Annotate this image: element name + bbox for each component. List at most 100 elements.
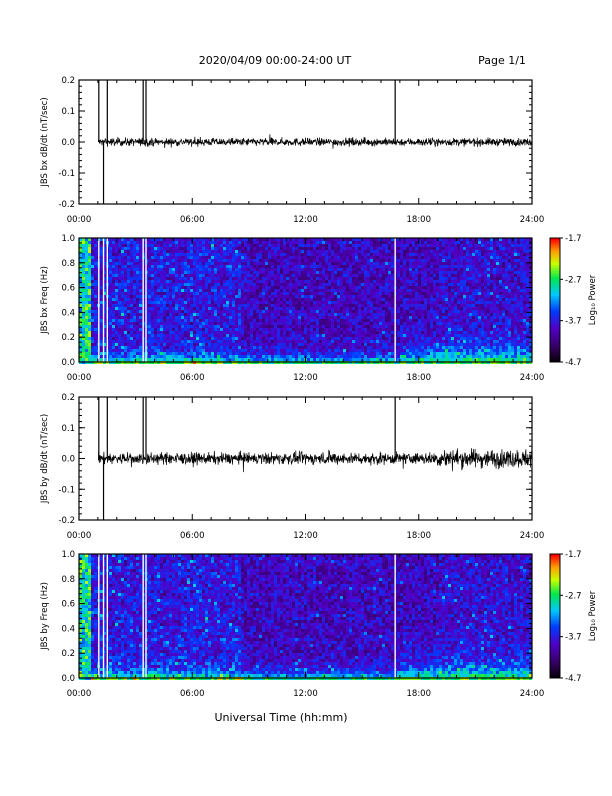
- spectrogram-cell: [136, 352, 139, 355]
- spectrogram-cell: [232, 244, 235, 247]
- spectrogram-cell: [100, 343, 103, 346]
- spectrogram-cell: [415, 337, 418, 340]
- spectrogram-cell: [85, 352, 88, 355]
- spectrogram-cell: [172, 268, 175, 271]
- spectrogram-cell: [322, 325, 325, 328]
- spectrogram-cell: [283, 286, 286, 289]
- spectrogram-cell: [343, 295, 346, 298]
- spectrogram-cell: [376, 325, 379, 328]
- spectrogram-cell: [133, 253, 136, 256]
- spectrogram-cell: [280, 259, 283, 262]
- spectrogram-cell: [223, 340, 226, 343]
- spectrogram-cell: [244, 253, 247, 256]
- spectrogram-cell: [352, 292, 355, 295]
- spectrogram-cell: [328, 328, 331, 331]
- spectrogram-cell: [361, 346, 364, 349]
- spectrogram-cell: [316, 346, 319, 349]
- spectrogram-cell: [331, 307, 334, 310]
- spectrogram-cell: [316, 301, 319, 304]
- spectrogram-cell: [292, 313, 295, 316]
- spectrogram-cell: [319, 262, 322, 265]
- spectrogram-cell: [280, 337, 283, 340]
- spectrogram-cell: [217, 271, 220, 274]
- spectrogram-cell: [157, 256, 160, 259]
- spectrogram-cell: [172, 274, 175, 277]
- spectrogram-cell: [178, 346, 181, 349]
- spectrogram-cell: [163, 262, 166, 265]
- spectrogram-cell: [355, 247, 358, 250]
- spectrogram-cell: [124, 265, 127, 268]
- spectrogram-cell: [115, 322, 118, 325]
- spectrogram-cell: [109, 307, 112, 310]
- spectrogram-cell: [196, 256, 199, 259]
- spectrogram-cell: [136, 289, 139, 292]
- spectrogram-cell: [127, 265, 130, 268]
- spectrogram-cell: [232, 259, 235, 262]
- spectrogram-cell: [214, 274, 217, 277]
- spectrogram-cell: [160, 244, 163, 247]
- spectrogram-cell: [112, 349, 115, 352]
- spectrogram-cell: [307, 316, 310, 319]
- spectrogram-cell: [313, 358, 316, 361]
- spectrogram-cell: [349, 289, 352, 292]
- spectrogram-cell: [175, 307, 178, 310]
- spectrogram-cell: [370, 307, 373, 310]
- spectrogram-cell: [421, 310, 424, 313]
- spectrogram-cell: [322, 265, 325, 268]
- spectrogram-cell: [214, 283, 217, 286]
- spectrogram-cell: [301, 331, 304, 334]
- spectrogram-cell: [151, 358, 154, 361]
- spectrogram-cell: [268, 310, 271, 313]
- spectrogram-cell: [340, 322, 343, 325]
- spectrogram-cell: [190, 322, 193, 325]
- spectrogram-cell: [253, 268, 256, 271]
- spectrogram-cell: [259, 286, 262, 289]
- spectrogram-cell: [109, 292, 112, 295]
- spectrogram-cell: [346, 319, 349, 322]
- spectrogram-cell: [424, 325, 427, 328]
- spectrogram-cell: [151, 250, 154, 253]
- spectrogram-cell: [352, 256, 355, 259]
- spectrogram-cell: [139, 316, 142, 319]
- spectrogram-cell: [124, 358, 127, 361]
- spectrogram-cell: [208, 319, 211, 322]
- spectrogram-cell: [322, 277, 325, 280]
- spectrogram-cell: [178, 274, 181, 277]
- spectrogram-cell: [109, 337, 112, 340]
- spectrogram-cell: [250, 256, 253, 259]
- spectrogram-cell: [91, 274, 94, 277]
- spectrogram-cell: [229, 292, 232, 295]
- spectrogram-cell: [331, 343, 334, 346]
- spectrogram-cell: [370, 253, 373, 256]
- spectrogram-cell: [382, 355, 385, 358]
- spectrogram-cell: [352, 301, 355, 304]
- spectrogram-cell: [325, 325, 328, 328]
- spectrogram-cell: [94, 241, 97, 244]
- spectrogram-cell: [364, 295, 367, 298]
- spectrogram-cell: [202, 247, 205, 250]
- spectrogram-cell: [298, 307, 301, 310]
- spectrogram-cell: [154, 325, 157, 328]
- spectrogram-cell: [112, 289, 115, 292]
- spectrogram-cell: [412, 241, 415, 244]
- spectrogram-cell: [352, 307, 355, 310]
- spectrogram-cell: [337, 265, 340, 268]
- spectrogram-cell: [226, 277, 229, 280]
- spectrogram-cell: [400, 289, 403, 292]
- spectrogram-cell: [259, 247, 262, 250]
- spectrogram-cell: [367, 331, 370, 334]
- spectrogram-cell: [379, 286, 382, 289]
- spectrogram-cell: [256, 310, 259, 313]
- spectrogram-cell: [298, 346, 301, 349]
- spectrogram-cell: [343, 337, 346, 340]
- spectrogram-cell: [274, 346, 277, 349]
- spectrogram-cell: [235, 301, 238, 304]
- spectrogram-cell: [409, 343, 412, 346]
- spectrogram-cell: [376, 319, 379, 322]
- spectrogram-cell: [259, 268, 262, 271]
- spectrogram-cell: [220, 316, 223, 319]
- spectrogram-cell: [94, 268, 97, 271]
- spectrogram-cell: [328, 274, 331, 277]
- spectrogram-cell: [178, 253, 181, 256]
- spectrogram-cell: [265, 295, 268, 298]
